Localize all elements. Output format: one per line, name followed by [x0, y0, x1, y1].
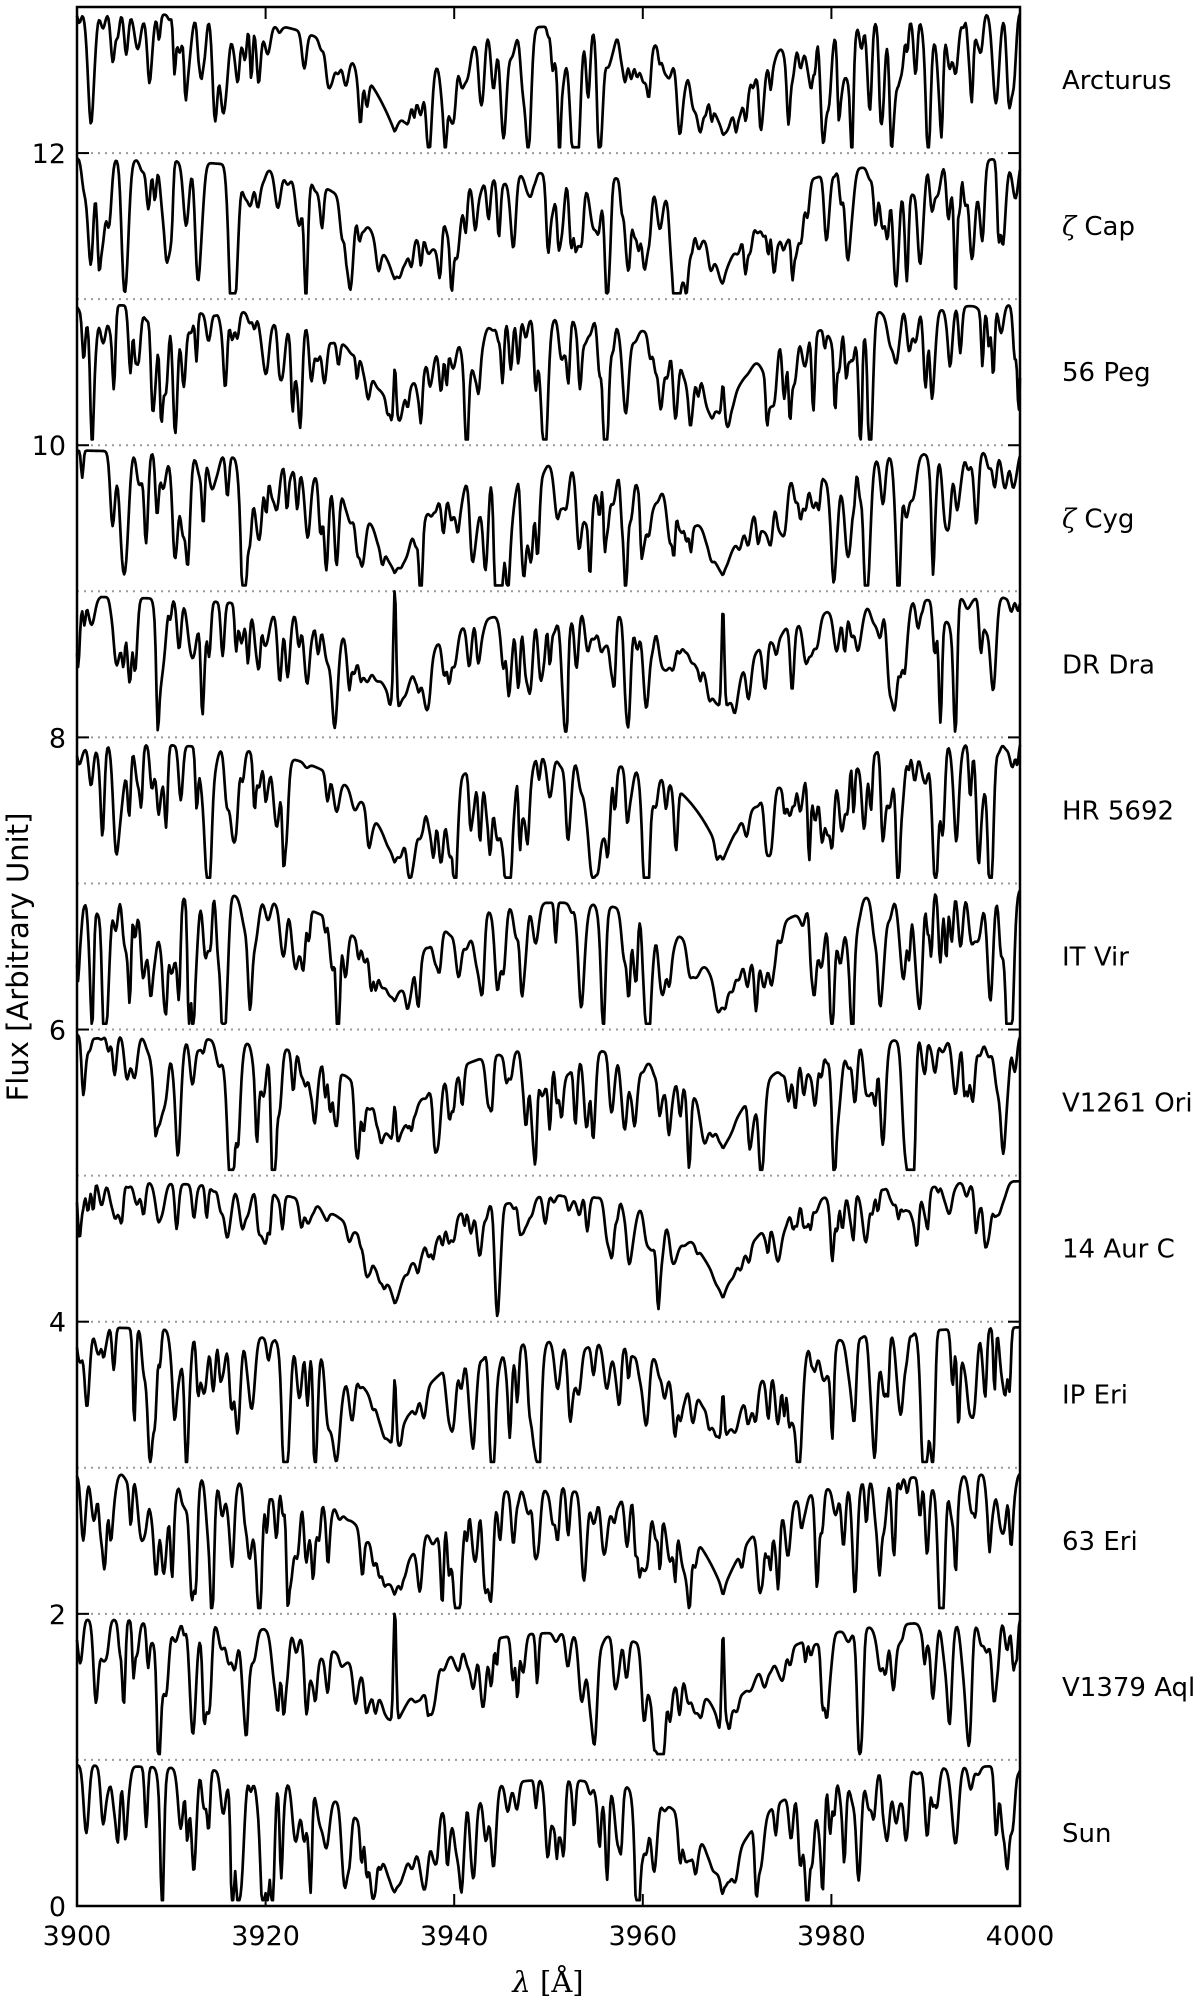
spectrum-line-9 — [75, 1325, 1021, 1464]
series-label: V1261 Ori — [1062, 1089, 1193, 1119]
x-tick-label: 3940 — [420, 1921, 489, 1952]
spectrum-line-5 — [75, 744, 1022, 879]
spectrum-line-12 — [76, 1763, 1022, 1902]
x-tick-label: 3920 — [231, 1921, 300, 1952]
y-tick-label: 10 — [32, 431, 66, 462]
series-label: V1379 Aql — [1062, 1673, 1195, 1703]
series-label: IP Eri — [1062, 1381, 1128, 1411]
spectrum-line-10 — [75, 1472, 1021, 1610]
x-ticks: 3900 3920 3940 3960 3980 4000 — [43, 7, 1055, 1952]
series-label: Arcturus — [1062, 66, 1172, 96]
spectrum-line-4 — [75, 589, 1022, 733]
baseline-gridlines — [77, 6, 1020, 1761]
y-tick-label: 0 — [49, 1892, 66, 1923]
series-label: HR 5692 — [1062, 796, 1174, 826]
series-label: 56 Peg — [1062, 358, 1151, 388]
x-tick-label: 3900 — [43, 1921, 112, 1952]
series-label: ζ Cyg — [1062, 504, 1134, 534]
x-tick-label: 4000 — [986, 1921, 1055, 1952]
plot-frame — [75, 5, 1022, 1908]
spectrum-line-6 — [75, 889, 1022, 1026]
series-label: IT Vir — [1062, 943, 1129, 973]
spectrum-line-0 — [75, 13, 1022, 149]
spectrum-line-7 — [76, 1033, 1022, 1172]
spectrum-line-2 — [75, 303, 1022, 441]
y-tick-label: 2 — [49, 1600, 66, 1631]
series-label: Sun — [1062, 1819, 1111, 1849]
y-axis-label: Flux [Arbitrary Unit] — [1, 813, 35, 1102]
series-label: 63 Eri — [1062, 1527, 1138, 1557]
x-tick-label: 3960 — [608, 1921, 677, 1952]
series-label: DR Dra — [1062, 650, 1155, 680]
y-tick-label: 6 — [49, 1016, 66, 1047]
spectra-lines — [75, 13, 1022, 1902]
y-tick-label: 12 — [32, 139, 66, 170]
y-ticks: 0 2 4 6 8 10 12 — [32, 139, 1020, 1923]
series-label: ζ Cap — [1062, 212, 1135, 242]
spectrum-line-11 — [75, 1612, 1022, 1756]
y-tick-label: 8 — [49, 723, 66, 754]
x-tick-label: 3980 — [797, 1921, 866, 1952]
spectrum-line-8 — [75, 1179, 1021, 1318]
series-label: 14 Aur C — [1062, 1235, 1175, 1265]
x-axis-label: λ [Å] — [511, 1964, 583, 1999]
y-tick-label: 4 — [49, 1308, 66, 1339]
spectrum-line-1 — [76, 157, 1022, 295]
series-labels: Arcturus ζ Cap 56 Peg ζ Cyg DR Dra HR 5692 IT … — [1062, 66, 1195, 1849]
spectrum-line-3 — [76, 449, 1022, 587]
